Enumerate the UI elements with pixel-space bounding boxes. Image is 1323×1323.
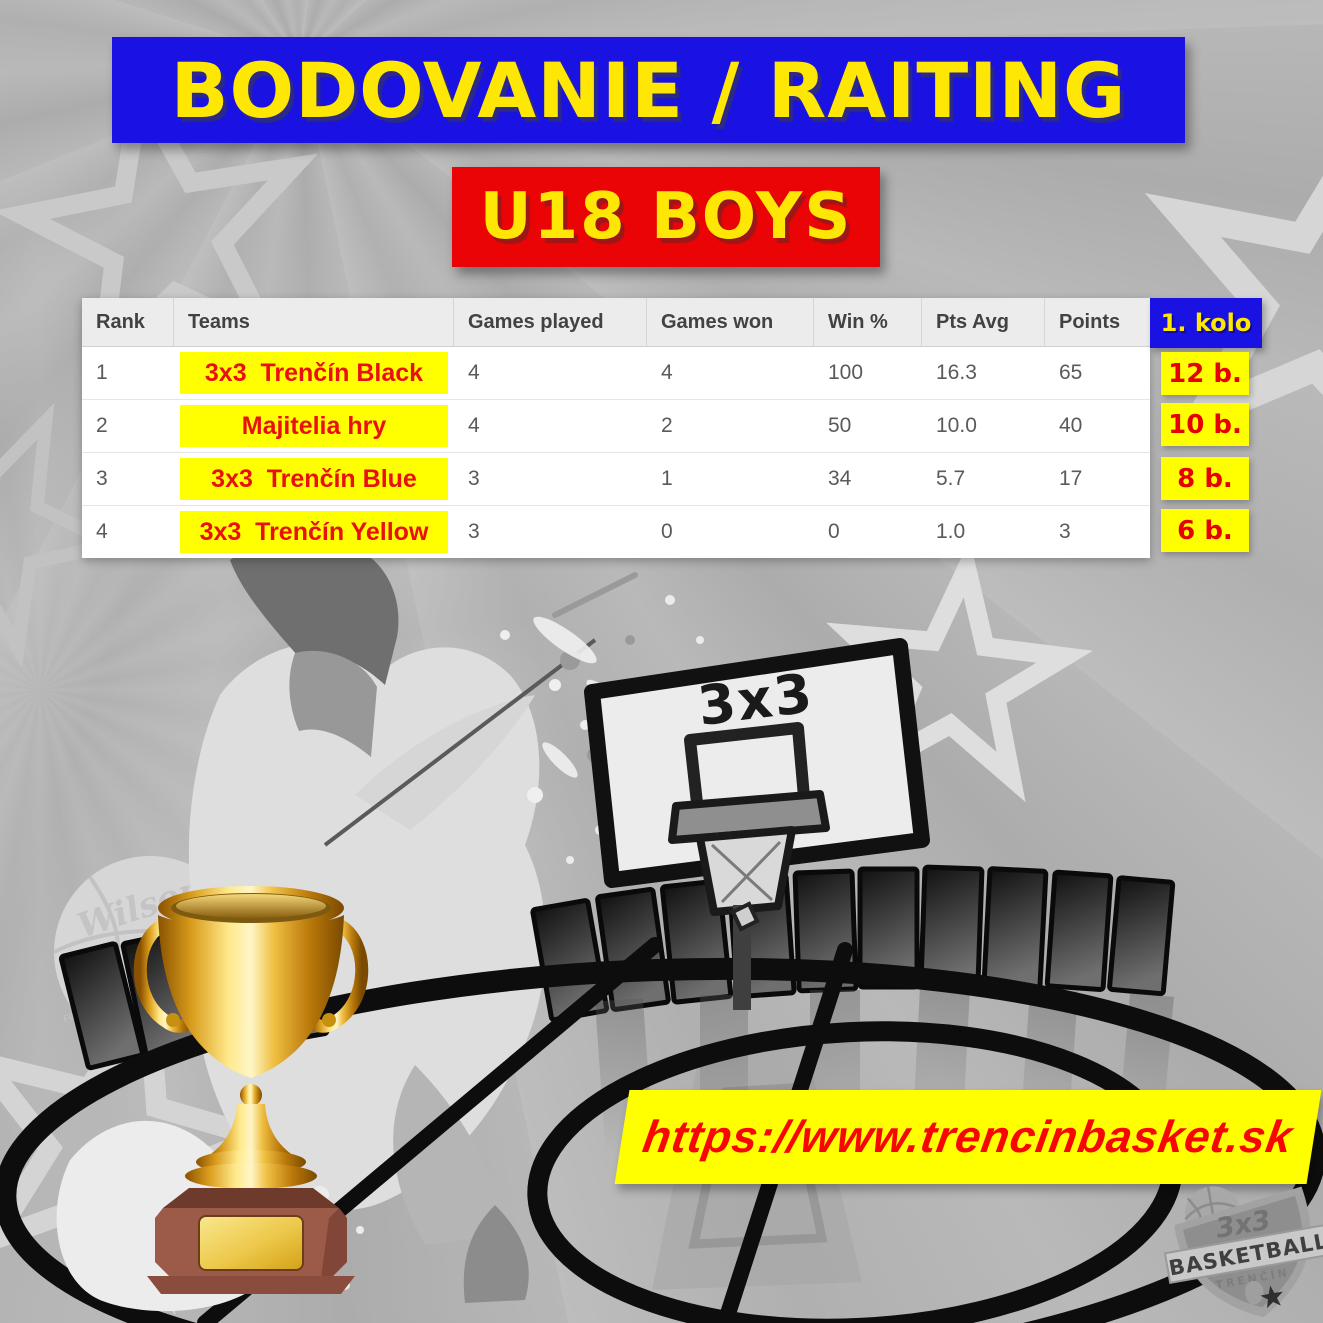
sub-title: U18 BOYS [479, 180, 853, 254]
cell-team: 3x3 Trenčín Black [174, 347, 454, 399]
cell-pts-avg: 16.3 [936, 361, 977, 384]
cell-team: Majitelia hry [174, 400, 454, 452]
cell-games-played: 4 [468, 361, 480, 384]
cell-win-pct: 34 [828, 467, 852, 490]
cell-games-played: 3 [468, 520, 480, 543]
cell-points: 3 [1059, 520, 1071, 543]
header-cell-rank: Rank [82, 298, 174, 346]
cell-win-pct: 50 [828, 414, 852, 437]
cell-points: 17 [1059, 467, 1083, 490]
table-row: 3 3x3 Trenčín Blue 3 1 34 5.7 17 [82, 453, 1150, 506]
header-cell-games-played: Games played [454, 298, 647, 346]
cell-rank: 3 [96, 467, 108, 490]
cell-win-pct: 0 [828, 520, 840, 543]
cell-rank: 2 [96, 414, 108, 437]
team-badge: 3x3 Trenčín Yellow [180, 511, 448, 553]
main-title-banner: BODOVANIE / RAITING [112, 37, 1185, 143]
sub-title-banner: U18 BOYS [452, 167, 880, 267]
cell-games-won: 4 [661, 361, 673, 384]
table-row: 4 3x3 Trenčín Yellow 3 0 0 1.0 3 [82, 506, 1150, 558]
header-cell-games-won: Games won [647, 298, 814, 346]
header-cell-win-pct: Win % [814, 298, 922, 346]
table-row: 2 Majitelia hry 4 2 50 10.0 40 [82, 400, 1150, 453]
round-points-badge: 10 b. [1161, 403, 1249, 446]
cell-games-won: 2 [661, 414, 673, 437]
team-badge: 3x3 Trenčín Blue [180, 458, 448, 500]
table-row: 1 3x3 Trenčín Black 4 4 100 16.3 65 [82, 347, 1150, 400]
basketball-hoop-icon: 3x3 [584, 638, 930, 1010]
player-silhouette [188, 538, 787, 1303]
standings-table: Rank Teams Games played Games won Win % … [82, 298, 1150, 558]
header-cell-points: Points [1059, 310, 1121, 333]
round-points-badge: 6 b. [1161, 509, 1249, 552]
trophy-icon [133, 886, 369, 1294]
round-points-label: 12 b. [1168, 358, 1242, 389]
cell-win-pct: 100 [828, 361, 864, 384]
club-logo: 3x3 BASKETBALL TRENČÍN [1163, 1186, 1323, 1318]
round-points-label: 10 b. [1168, 409, 1242, 440]
cell-pts-avg: 10.0 [936, 414, 977, 437]
cell-games-won: 1 [661, 467, 673, 490]
cell-pts-avg: 1.0 [936, 520, 966, 543]
round-points-badge: 12 b. [1161, 352, 1249, 395]
cell-rank: 1 [96, 361, 108, 384]
cell-team: 3x3 Trenčín Blue [174, 453, 454, 505]
cell-games-won: 0 [661, 520, 673, 543]
table-header-row: Rank Teams Games played Games won Win % … [82, 298, 1150, 347]
cell-games-played: 3 [468, 467, 480, 490]
cell-pts-avg: 5.7 [936, 467, 966, 490]
main-title: BODOVANIE / RAITING [170, 45, 1127, 135]
url-banner: https://www.trencinbasket.sk [614, 1090, 1322, 1184]
team-badge: Majitelia hry [180, 405, 448, 447]
round-points-label: 6 b. [1177, 515, 1233, 546]
cell-points: 40 [1059, 414, 1083, 437]
round-header-label: 1. kolo [1160, 309, 1252, 337]
team-badge: 3x3 Trenčín Black [180, 352, 448, 394]
header-cell-teams: Teams [174, 298, 454, 346]
header-cell-pts-avg: Pts Avg [922, 298, 1045, 346]
round-header-badge: 1. kolo [1150, 298, 1262, 348]
cell-points: 65 [1059, 361, 1083, 384]
cell-team: 3x3 Trenčín Yellow [174, 506, 454, 558]
cell-games-played: 4 [468, 414, 480, 437]
url-text: https://www.trencinbasket.sk [639, 1111, 1297, 1162]
round-points-label: 8 b. [1177, 463, 1233, 494]
cell-rank: 4 [96, 520, 108, 543]
round-points-badge: 8 b. [1161, 457, 1249, 500]
